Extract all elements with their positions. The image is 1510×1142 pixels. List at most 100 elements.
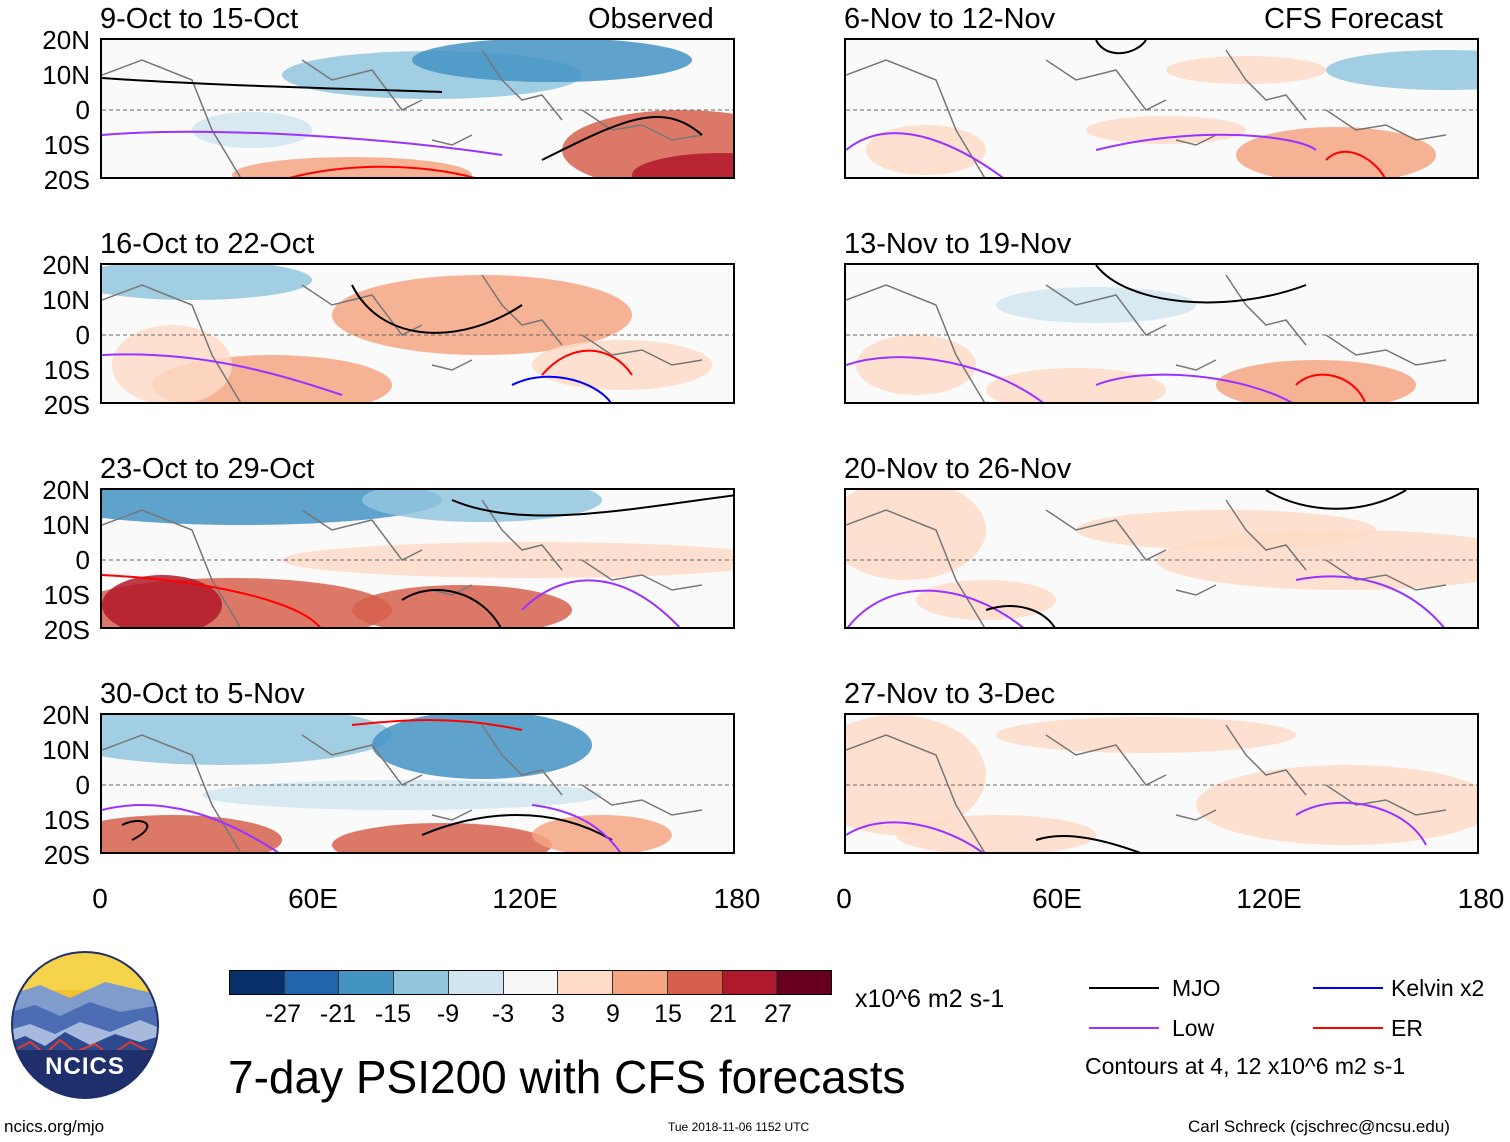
filter-contour	[847, 589, 1024, 627]
anomaly-shading	[192, 112, 312, 148]
map-panel	[100, 263, 735, 404]
coastline	[581, 559, 703, 591]
anomaly-shading	[1086, 116, 1246, 144]
coastline	[581, 784, 703, 816]
panel-3-title: 23-Oct to 29-Oct	[100, 453, 315, 485]
anomaly-shading	[1196, 765, 1477, 845]
anomaly-shading	[896, 815, 1096, 852]
filter-contour	[102, 130, 503, 156]
coastline	[431, 809, 473, 821]
filter-contour	[1035, 834, 1141, 852]
filter-contour	[289, 165, 475, 177]
legend-kelvin-line	[1313, 987, 1383, 989]
lat-label: 0	[75, 95, 90, 125]
coastline	[481, 49, 563, 121]
filter-contour	[401, 589, 502, 627]
anomaly-shading	[1216, 360, 1416, 402]
map-panel	[844, 263, 1479, 404]
anomaly-shading	[372, 715, 592, 779]
coastline	[846, 284, 986, 402]
legend-low-label: Low	[1172, 1015, 1215, 1041]
anomaly-shading	[1326, 50, 1477, 90]
lat-label: 10S	[43, 130, 90, 160]
legend-low-line	[1089, 1027, 1159, 1029]
panel-4-title: 30-Oct to 5-Nov	[100, 678, 305, 710]
filter-contour	[451, 494, 733, 517]
colorbar-swatch	[230, 971, 285, 994]
coastline	[102, 284, 242, 402]
coastline	[1225, 499, 1307, 571]
filter-contour	[1295, 801, 1427, 846]
legend-kelvin-label: Kelvin x2	[1391, 975, 1485, 1001]
map-panel	[100, 713, 735, 854]
coastline	[846, 734, 986, 852]
panel-6-title: 13-Nov to 19-Nov	[844, 228, 1072, 260]
coastline	[1225, 274, 1307, 346]
panel-8-title: 27-Nov to 3-Dec	[844, 678, 1056, 710]
anomaly-shading	[362, 490, 602, 522]
anomaly-shading	[352, 585, 572, 627]
anomaly-shading	[632, 153, 733, 177]
anomaly-shading	[112, 325, 232, 402]
lat-label: 0	[75, 770, 90, 800]
legend-contours-note: Contours at 4, 12 x10^6 m2 s-1	[1085, 1053, 1406, 1079]
map-drawing	[846, 715, 1477, 852]
figure-title: 7-day PSI200 with CFS forecasts	[228, 1051, 906, 1103]
coastline	[1045, 509, 1167, 561]
filter-contour	[521, 579, 681, 627]
anomaly-shading	[856, 335, 976, 395]
filter-contour	[1295, 575, 1445, 627]
filter-contour	[1095, 373, 1293, 402]
anomaly-shading	[846, 490, 986, 580]
colorbar-swatch	[503, 971, 559, 994]
anomaly-shading	[986, 368, 1166, 402]
colorbar-swatch	[777, 971, 832, 994]
lon-label-left: 180	[713, 883, 761, 914]
filter-contour	[102, 574, 321, 627]
panel-1-tag: Observed	[588, 3, 714, 35]
coastline	[1325, 559, 1447, 591]
colorbar-tick: 21	[709, 1000, 737, 1028]
colorbar-swatch	[339, 971, 395, 994]
lat-label: 20N	[42, 475, 90, 505]
coastline	[301, 284, 423, 336]
colorbar-swatch	[558, 971, 614, 994]
map-drawing	[846, 40, 1477, 177]
lat-label: 20S	[43, 165, 90, 195]
colorbar-swatch	[613, 971, 668, 994]
coastline	[1175, 134, 1217, 146]
panel-5-title: 6-Nov to 12-Nov	[844, 3, 1056, 35]
coastline	[481, 274, 563, 346]
map-drawing	[102, 265, 733, 402]
legend-er-line	[1313, 1027, 1383, 1029]
lat-label: 10N	[42, 60, 90, 90]
anomaly-shading	[102, 265, 312, 300]
coastline	[1225, 49, 1307, 121]
anomaly-shading	[102, 575, 222, 627]
map-panel	[844, 38, 1479, 179]
coastline	[481, 499, 563, 571]
anomaly-shading	[532, 340, 712, 390]
map-drawing	[102, 490, 733, 627]
coastline	[1045, 734, 1167, 786]
anomaly-shading	[202, 780, 602, 810]
anomaly-shading	[846, 715, 986, 835]
filter-contour	[541, 115, 703, 161]
lon-label-left: 60E	[288, 883, 338, 914]
colorbar-tick: 15	[654, 1000, 682, 1028]
filter-contour	[1265, 490, 1407, 510]
filter-contour	[846, 356, 1044, 402]
anomaly-shading	[916, 580, 1056, 620]
lon-label-left: 0	[92, 883, 108, 914]
lon-label-right: 0	[836, 883, 852, 914]
lat-label: 20S	[43, 840, 90, 870]
filter-contour	[121, 820, 149, 841]
coastline	[581, 334, 703, 366]
map-panel	[844, 713, 1479, 854]
coastline	[431, 584, 473, 596]
coastline	[301, 734, 423, 786]
panel-2-title: 16-Oct to 22-Oct	[100, 228, 315, 260]
coastline	[1225, 724, 1307, 796]
anomaly-shading	[102, 490, 442, 525]
lat-label: 20N	[42, 700, 90, 730]
